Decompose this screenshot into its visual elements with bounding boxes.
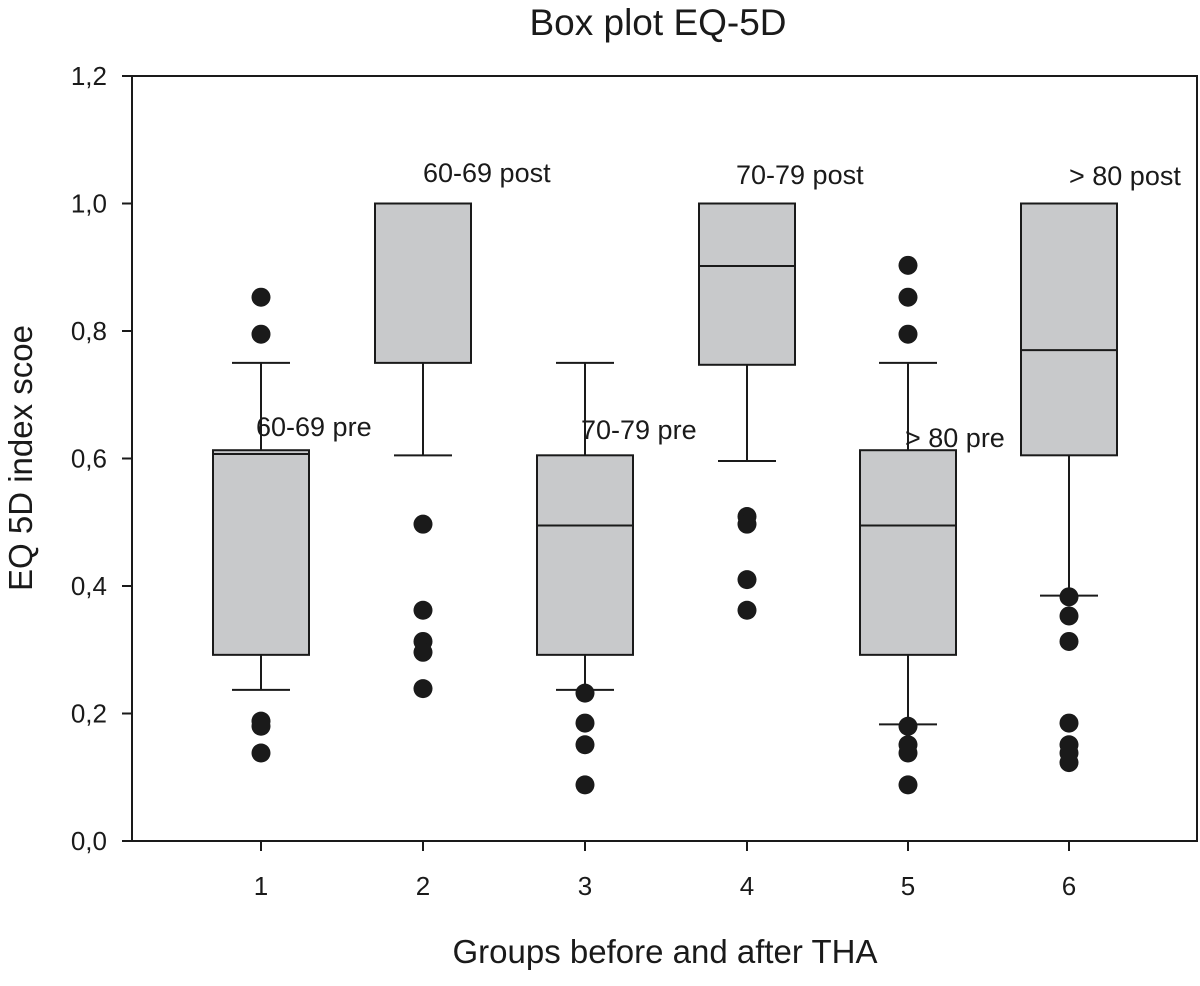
box — [859, 449, 957, 656]
outlier-point — [1059, 587, 1079, 607]
group-label: > 80 post — [1069, 161, 1181, 191]
box-group-4: 70-79 post — [698, 160, 864, 620]
x-tick-label: 2 — [416, 871, 430, 901]
group-label: > 80 pre — [905, 423, 1005, 453]
outlier-point — [1059, 713, 1079, 733]
outlier-point — [575, 713, 595, 733]
box — [698, 202, 796, 366]
y-axis-label: EQ 5D index scoe — [2, 325, 39, 591]
group-label: 60-69 post — [423, 158, 551, 188]
outlier-point — [251, 743, 271, 763]
box — [212, 449, 310, 656]
outlier-point — [413, 642, 433, 662]
outlier-point — [413, 514, 433, 534]
box-group-3: 70-79 pre — [536, 361, 697, 795]
y-tick-label: 0,4 — [71, 571, 107, 601]
group-label: 70-79 post — [736, 160, 864, 190]
x-tick-label: 1 — [254, 871, 268, 901]
outlier-point — [251, 287, 271, 307]
outlier-point — [251, 324, 271, 344]
outlier-point — [413, 679, 433, 699]
y-tick-label: 0,6 — [71, 444, 107, 474]
y-tick-label: 0,2 — [71, 699, 107, 729]
group-label: 70-79 pre — [581, 415, 697, 445]
y-tick-label: 0,8 — [71, 316, 107, 346]
outlier-point — [737, 514, 757, 534]
y-tick-label: 1,2 — [71, 61, 107, 91]
outlier-point — [737, 570, 757, 590]
x-tick-label: 4 — [740, 871, 754, 901]
outlier-point — [1059, 753, 1079, 773]
box — [374, 202, 472, 364]
outlier-point — [898, 287, 918, 307]
box-group-2: 60-69 post — [374, 158, 551, 699]
box-group-6: > 80 post — [1020, 161, 1181, 773]
box-group-5: > 80 pre — [859, 255, 1005, 795]
x-tick-label: 5 — [901, 871, 915, 901]
outlier-point — [251, 716, 271, 736]
outlier-point — [737, 600, 757, 620]
outlier-point — [575, 683, 595, 703]
outlier-point — [575, 775, 595, 795]
box — [536, 454, 634, 656]
x-tick-label: 3 — [578, 871, 592, 901]
outlier-point — [898, 716, 918, 736]
outlier-point — [898, 743, 918, 763]
group-label: 60-69 pre — [256, 412, 372, 442]
chart-title: Box plot EQ-5D — [529, 2, 786, 43]
y-tick-label: 0,0 — [71, 826, 107, 856]
outlier-point — [413, 600, 433, 620]
outlier-point — [898, 775, 918, 795]
outlier-point — [1059, 606, 1079, 626]
outlier-point — [1059, 631, 1079, 651]
box — [1020, 202, 1118, 457]
outlier-point — [575, 735, 595, 755]
y-tick-label: 1,0 — [71, 189, 107, 219]
outlier-point — [898, 324, 918, 344]
plot-area: 0,0 0,2 0,4 0,6 0,8 1,0 1,2 1 2 3 4 5 6 60-69 pre 60-6… — [71, 61, 1198, 901]
x-axis-label: Groups before and after THA — [453, 933, 878, 970]
x-tick-label: 6 — [1062, 871, 1076, 901]
outlier-point — [898, 255, 918, 275]
box-group-1: 60-69 pre — [212, 287, 372, 763]
